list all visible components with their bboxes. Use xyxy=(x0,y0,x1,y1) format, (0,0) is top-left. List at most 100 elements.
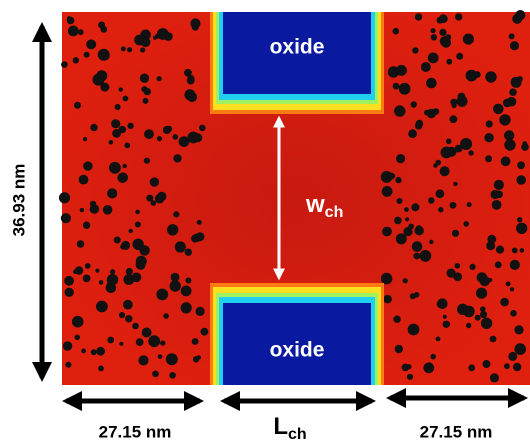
dopant-dot xyxy=(152,371,159,378)
dopant-dot xyxy=(510,287,514,291)
dopant-dot xyxy=(119,342,123,346)
dopant-dot xyxy=(516,175,526,185)
dopant-dot xyxy=(467,202,472,207)
dopant-dot xyxy=(446,139,452,145)
dopant-dot xyxy=(187,92,197,102)
dopant-dot xyxy=(456,53,463,60)
oxide-bottom: oxide xyxy=(210,283,384,385)
dopant-dot xyxy=(140,47,145,52)
dopant-dot xyxy=(181,302,192,313)
dopant-dot xyxy=(123,164,127,168)
dopant-dot xyxy=(86,39,96,49)
dopant-dot xyxy=(393,316,400,323)
dopant-dot xyxy=(470,264,476,270)
dopant-dot xyxy=(173,211,179,217)
dopant-dot xyxy=(103,205,113,215)
dopant-dot xyxy=(388,173,395,180)
dopant-dot xyxy=(185,278,191,284)
dopant-dot xyxy=(405,217,409,221)
dopant-dot xyxy=(407,374,413,380)
dopant-dot xyxy=(514,325,523,334)
dopant-dot xyxy=(192,24,199,31)
dopant-dot xyxy=(487,235,496,244)
dopant-dot xyxy=(481,318,492,329)
dopant-dot xyxy=(158,354,163,359)
dopant-dot xyxy=(397,198,403,204)
dopant-dot xyxy=(509,88,517,96)
dopant-dot xyxy=(90,201,96,207)
dopant-dot xyxy=(83,275,91,283)
dopant-dot xyxy=(411,203,419,211)
dopant-dot xyxy=(193,133,202,142)
dopant-dot xyxy=(402,364,410,372)
dopant-dot xyxy=(83,137,87,141)
dopant-dot xyxy=(396,65,407,76)
dopant-dot xyxy=(98,22,105,29)
dopant-dot xyxy=(85,263,91,269)
dopant-dot xyxy=(123,274,134,285)
dopant-dot xyxy=(468,150,473,155)
dopant-dot xyxy=(463,34,474,45)
dopant-dot xyxy=(452,230,459,237)
dopant-dot xyxy=(437,17,444,24)
dopant-dot xyxy=(157,76,162,81)
dopant-dot xyxy=(404,207,409,212)
dopant-dot xyxy=(166,353,178,365)
dopant-dot xyxy=(429,240,433,244)
dopant-dot xyxy=(382,227,392,237)
dopant-dot xyxy=(61,213,71,223)
dopant-dot xyxy=(495,191,503,199)
dopant-dot xyxy=(167,224,178,235)
dopant-dot xyxy=(68,26,79,37)
dopant-dot xyxy=(504,130,514,140)
dopant-dot xyxy=(431,34,437,40)
dopant-dot xyxy=(101,304,105,308)
dopant-dot xyxy=(443,315,447,319)
dopant-dot xyxy=(123,96,129,102)
dopant-dot xyxy=(510,260,520,270)
dopant-dot xyxy=(423,362,434,373)
dopant-dot xyxy=(144,158,150,164)
dopant-dot xyxy=(506,281,511,286)
dopant-dot xyxy=(393,28,400,35)
dopant-dot xyxy=(125,315,132,322)
dopant-dot xyxy=(199,125,206,132)
dopant-dot xyxy=(507,146,512,151)
dopant-dot xyxy=(127,123,133,129)
dopant-dot xyxy=(132,323,139,330)
dopant-dot xyxy=(437,298,448,309)
dopant-dot xyxy=(121,241,130,250)
dopant-dot xyxy=(96,347,105,356)
dopant-dot xyxy=(98,366,104,372)
oxide-top: oxide xyxy=(210,12,384,114)
dopant-dot xyxy=(521,224,526,229)
dopant-dot xyxy=(445,34,451,40)
dopant-dot xyxy=(77,240,85,248)
dopant-dot xyxy=(464,306,470,312)
dopant-dot xyxy=(450,202,457,209)
dopant-dot xyxy=(173,154,181,162)
dopant-dot xyxy=(427,109,436,118)
dopant-dot xyxy=(110,269,115,274)
dopant-dot xyxy=(501,156,511,166)
dopant-dot xyxy=(99,280,104,285)
dopant-dot xyxy=(395,345,403,353)
dopant-dot xyxy=(415,13,422,20)
dopant-dot xyxy=(192,338,199,345)
dopant-dot xyxy=(468,364,475,371)
dopant-dot xyxy=(383,295,392,304)
dopant-dot xyxy=(121,46,126,51)
dopant-dot xyxy=(517,76,523,82)
dopant-dot xyxy=(140,74,149,83)
dopant-dot xyxy=(486,120,493,127)
dopant-dot xyxy=(512,248,518,254)
dopant-dot xyxy=(109,140,114,145)
dopant-dot xyxy=(170,280,181,291)
dopant-dot xyxy=(197,220,202,225)
dopant-dot xyxy=(496,246,504,254)
dopant-dot xyxy=(443,321,450,328)
dopant-dot xyxy=(436,337,441,342)
figure: oxide oxide wch 36.93 nm 27.15 nm Lch 27… xyxy=(0,0,530,446)
dopant-dot xyxy=(490,373,499,382)
dopant-dot xyxy=(452,103,457,108)
